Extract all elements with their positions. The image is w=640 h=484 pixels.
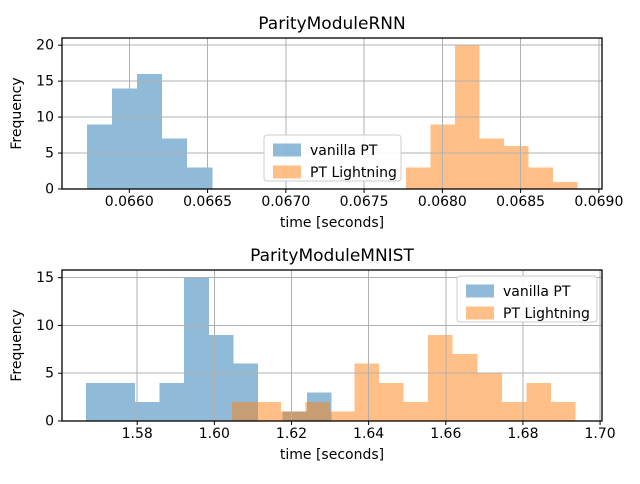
x-tick-label: 1.64	[353, 426, 384, 442]
legend-label: vanilla PT	[310, 143, 378, 159]
y-tick-label: 5	[45, 366, 54, 382]
y-tick-label: 10	[36, 318, 54, 334]
subplot-parity-module-rnn: 0.0660 0.0665 0.0670 0.0675 0.0680 0.0685 0.06…	[9, 14, 623, 231]
histogram-bar	[405, 167, 431, 189]
x-tick-label: 1.58	[122, 426, 153, 442]
x-tick-label: 0.0675	[340, 194, 389, 210]
legend-label: vanilla PT	[503, 284, 571, 300]
histogram-bar	[477, 373, 502, 421]
plot-title: ParityModuleRNN	[258, 14, 405, 34]
histogram-bar	[281, 411, 306, 421]
x-tick-label: 0.0690	[574, 194, 623, 210]
histogram-bar	[159, 382, 185, 421]
legend-swatch	[273, 143, 301, 157]
x-tick-label: 1.70	[584, 426, 615, 442]
histogram-bar	[110, 382, 136, 421]
legend: vanilla PT PT Lightning	[263, 134, 402, 182]
histogram-bar	[162, 138, 188, 189]
histogram-bar	[550, 401, 576, 421]
axes-spines	[61, 37, 603, 190]
histogram-bar	[452, 354, 478, 421]
histogram-bar	[354, 363, 380, 421]
y-tick-label: 0	[45, 182, 54, 198]
y-tick-label: 10	[36, 110, 54, 126]
y-axis-label: Frequency	[9, 309, 25, 381]
histogram-bar	[112, 88, 138, 189]
x-tick-label: 0.0670	[261, 194, 310, 210]
histogram-bar	[501, 401, 527, 421]
histogram-bar	[526, 382, 551, 421]
legend-swatch	[466, 284, 494, 298]
histogram-bar	[305, 401, 331, 421]
x-tick-label: 1.68	[507, 426, 538, 442]
histogram-bar	[379, 382, 404, 421]
y-tick-label: 15	[36, 270, 54, 286]
y-axis-label: Frequency	[9, 77, 25, 149]
plot-title: ParityModuleMNIST	[250, 246, 414, 266]
histogram-bar	[552, 181, 578, 189]
ticks	[58, 277, 601, 425]
histogram-bar	[208, 334, 234, 421]
series-vanilla-pt	[87, 73, 213, 189]
x-tick-label: 0.0660	[105, 194, 154, 210]
legend-swatch	[466, 306, 494, 320]
histogram-bar	[503, 145, 529, 189]
legend-label: PT Lightning	[310, 165, 397, 181]
y-tick-label: 5	[45, 146, 54, 162]
x-tick-label: 0.0665	[183, 194, 232, 210]
y-tick-label: 0	[45, 414, 54, 430]
x-tick-label: 0.0685	[496, 194, 545, 210]
x-tick-label: 1.60	[199, 426, 230, 442]
histogram-bar	[137, 73, 163, 189]
histogram-bar	[428, 334, 453, 421]
histogram-bar	[187, 167, 213, 189]
legend-swatch	[273, 165, 301, 179]
axes-spines	[61, 269, 603, 422]
histogram-bar	[85, 382, 111, 421]
ticks	[58, 44, 600, 193]
legend: vanilla PT PT Lightning	[456, 275, 598, 323]
x-tick-label: 0.0680	[418, 194, 467, 210]
x-tick-label: 1.66	[430, 426, 461, 442]
histogram-bar	[231, 401, 257, 421]
histogram-bar	[256, 401, 282, 421]
histogram-bar	[184, 277, 209, 421]
histogram-bar	[403, 401, 429, 421]
y-tick-label: 20	[36, 38, 54, 54]
x-tick-label: 1.62	[276, 426, 307, 442]
histogram-bar	[479, 138, 504, 189]
x-axis-label: time [seconds]	[280, 447, 384, 463]
histogram-bar	[528, 167, 553, 189]
y-tick-label: 15	[36, 74, 54, 90]
histogram-bar	[87, 124, 113, 189]
histogram-bar	[330, 411, 355, 421]
subplot-parity-module-mnist: 1.58 1.60 1.62 1.64 1.66 1.68 1.70 0 5 10 15 Parity…	[9, 246, 616, 463]
x-axis-label: time [seconds]	[280, 215, 384, 231]
histogram-bar	[135, 401, 160, 421]
legend-label: PT Lightning	[503, 306, 590, 322]
